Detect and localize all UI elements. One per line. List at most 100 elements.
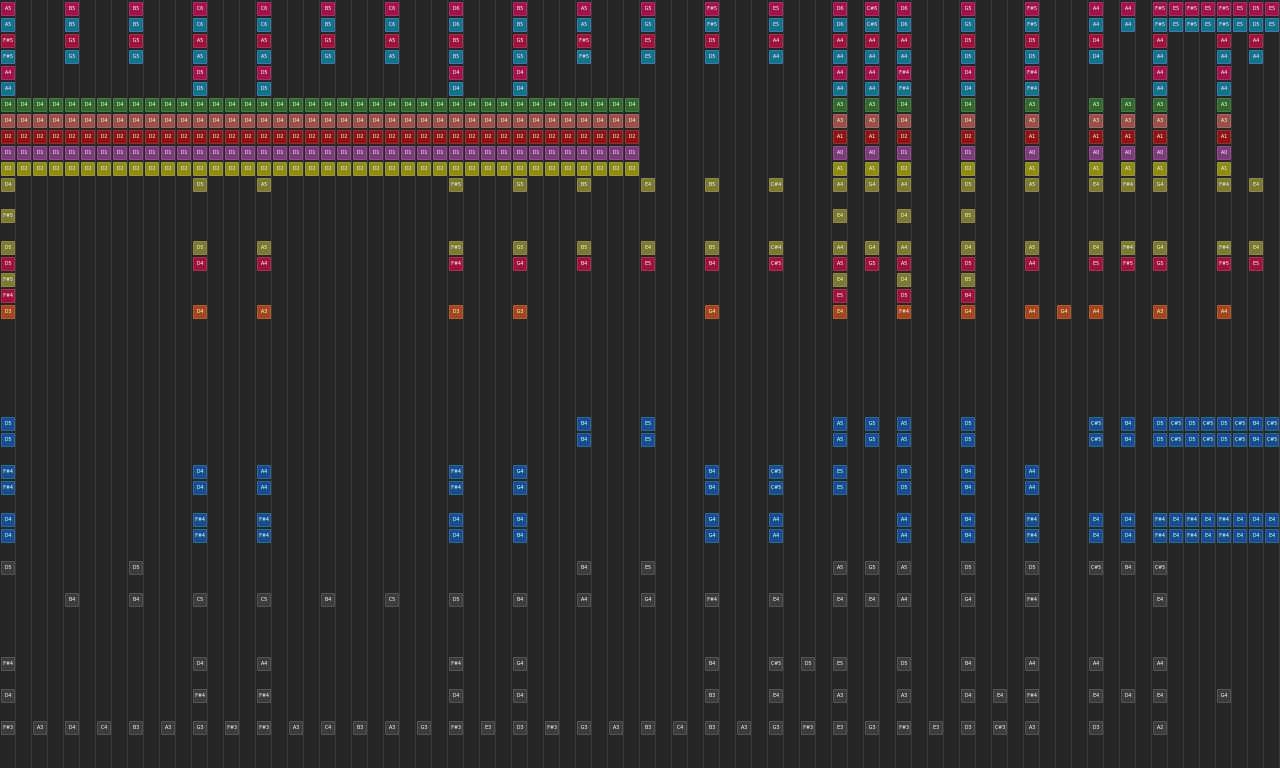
note-block[interactable]: D4: [241, 114, 255, 128]
note-block[interactable]: D4: [1, 689, 15, 703]
note-block[interactable]: D4: [33, 98, 47, 112]
note-block[interactable]: D6: [833, 18, 847, 32]
note-block[interactable]: E4: [1089, 689, 1103, 703]
note-block[interactable]: C#5: [1089, 417, 1103, 431]
note-block[interactable]: D6: [897, 18, 911, 32]
note-block[interactable]: D2: [289, 162, 303, 176]
note-block[interactable]: A4: [1153, 50, 1167, 64]
note-block[interactable]: D2: [465, 162, 479, 176]
note-block[interactable]: A4: [769, 34, 783, 48]
note-block[interactable]: D5: [1153, 433, 1167, 447]
note-block[interactable]: B5: [449, 50, 463, 64]
note-block[interactable]: D4: [305, 98, 319, 112]
note-block[interactable]: F#4: [1217, 241, 1231, 255]
note-block[interactable]: D2: [433, 130, 447, 144]
note-block[interactable]: D5: [1185, 433, 1199, 447]
note-block[interactable]: A4: [1217, 305, 1231, 319]
note-block[interactable]: D4: [257, 114, 271, 128]
note-block[interactable]: A3: [385, 721, 399, 735]
note-block[interactable]: D2: [113, 162, 127, 176]
note-block[interactable]: A4: [833, 66, 847, 80]
note-block[interactable]: E3: [481, 721, 495, 735]
note-block[interactable]: A4: [897, 241, 911, 255]
note-block[interactable]: D4: [433, 98, 447, 112]
note-block[interactable]: A4: [833, 50, 847, 64]
note-block[interactable]: D2: [593, 130, 607, 144]
note-block[interactable]: A4: [1089, 657, 1103, 671]
note-block[interactable]: D2: [337, 130, 351, 144]
note-block[interactable]: A4: [1025, 257, 1039, 271]
note-block[interactable]: D2: [273, 162, 287, 176]
note-block[interactable]: D4: [193, 257, 207, 271]
note-block[interactable]: G5: [65, 50, 79, 64]
note-block[interactable]: A5: [897, 433, 911, 447]
note-block[interactable]: A4: [257, 465, 271, 479]
note-block[interactable]: D4: [225, 98, 239, 112]
note-block[interactable]: F#4: [449, 481, 463, 495]
note-block[interactable]: D4: [961, 689, 975, 703]
note-block[interactable]: D1: [481, 146, 495, 160]
note-block[interactable]: A3: [1089, 98, 1103, 112]
note-block[interactable]: D2: [465, 130, 479, 144]
note-block[interactable]: A3: [865, 98, 879, 112]
note-block[interactable]: B5: [321, 18, 335, 32]
note-block[interactable]: E5: [1201, 2, 1215, 16]
note-block[interactable]: F#4: [257, 689, 271, 703]
note-block[interactable]: D2: [65, 130, 79, 144]
note-block[interactable]: G3: [513, 305, 527, 319]
note-block[interactable]: D4: [97, 114, 111, 128]
note-block[interactable]: F#4: [449, 465, 463, 479]
note-block[interactable]: F#4: [1153, 529, 1167, 543]
note-block[interactable]: D4: [177, 98, 191, 112]
note-block[interactable]: D4: [417, 98, 431, 112]
note-block[interactable]: D5: [1025, 50, 1039, 64]
note-block[interactable]: B4: [577, 257, 591, 271]
note-block[interactable]: C#5: [1153, 561, 1167, 575]
note-block[interactable]: D5: [1025, 34, 1039, 48]
note-block[interactable]: A2: [1153, 721, 1167, 735]
note-block[interactable]: D4: [385, 98, 399, 112]
note-block[interactable]: B4: [577, 561, 591, 575]
note-block[interactable]: D1: [177, 146, 191, 160]
note-block[interactable]: D2: [449, 130, 463, 144]
note-block[interactable]: D1: [609, 146, 623, 160]
note-block[interactable]: D4: [449, 513, 463, 527]
note-block[interactable]: A3: [609, 721, 623, 735]
note-block[interactable]: A4: [865, 66, 879, 80]
note-block[interactable]: D4: [113, 114, 127, 128]
note-block[interactable]: F#4: [1217, 178, 1231, 192]
note-block[interactable]: A5: [1, 2, 15, 16]
note-block[interactable]: B4: [129, 593, 143, 607]
note-block[interactable]: D4: [497, 98, 511, 112]
note-block[interactable]: D4: [593, 98, 607, 112]
note-block[interactable]: D2: [449, 162, 463, 176]
note-block[interactable]: A1: [865, 162, 879, 176]
note-block[interactable]: A3: [1153, 305, 1167, 319]
note-block[interactable]: E4: [1233, 513, 1247, 527]
note-block[interactable]: A0: [1025, 146, 1039, 160]
note-block[interactable]: B4: [65, 593, 79, 607]
note-block[interactable]: F#5: [1185, 18, 1199, 32]
note-block[interactable]: F#4: [1185, 513, 1199, 527]
note-block[interactable]: B5: [65, 18, 79, 32]
note-block[interactable]: E5: [641, 50, 655, 64]
note-block[interactable]: A4: [1089, 2, 1103, 16]
note-block[interactable]: D2: [1, 162, 15, 176]
note-block[interactable]: B4: [577, 433, 591, 447]
note-block[interactable]: D2: [257, 130, 271, 144]
note-block[interactable]: B4: [513, 593, 527, 607]
note-block[interactable]: D2: [81, 162, 95, 176]
note-block[interactable]: G5: [961, 2, 975, 16]
note-block[interactable]: E4: [1201, 513, 1215, 527]
note-block[interactable]: F#4: [1025, 529, 1039, 543]
note-block[interactable]: B4: [1121, 433, 1135, 447]
note-block[interactable]: A4: [1, 82, 15, 96]
note-block[interactable]: D4: [625, 114, 639, 128]
note-block[interactable]: C4: [673, 721, 687, 735]
note-block[interactable]: G5: [641, 18, 655, 32]
note-block[interactable]: D1: [305, 146, 319, 160]
note-block[interactable]: D4: [1121, 529, 1135, 543]
note-block[interactable]: F#5: [577, 34, 591, 48]
note-block[interactable]: E5: [641, 417, 655, 431]
note-block[interactable]: D5: [1, 257, 15, 271]
